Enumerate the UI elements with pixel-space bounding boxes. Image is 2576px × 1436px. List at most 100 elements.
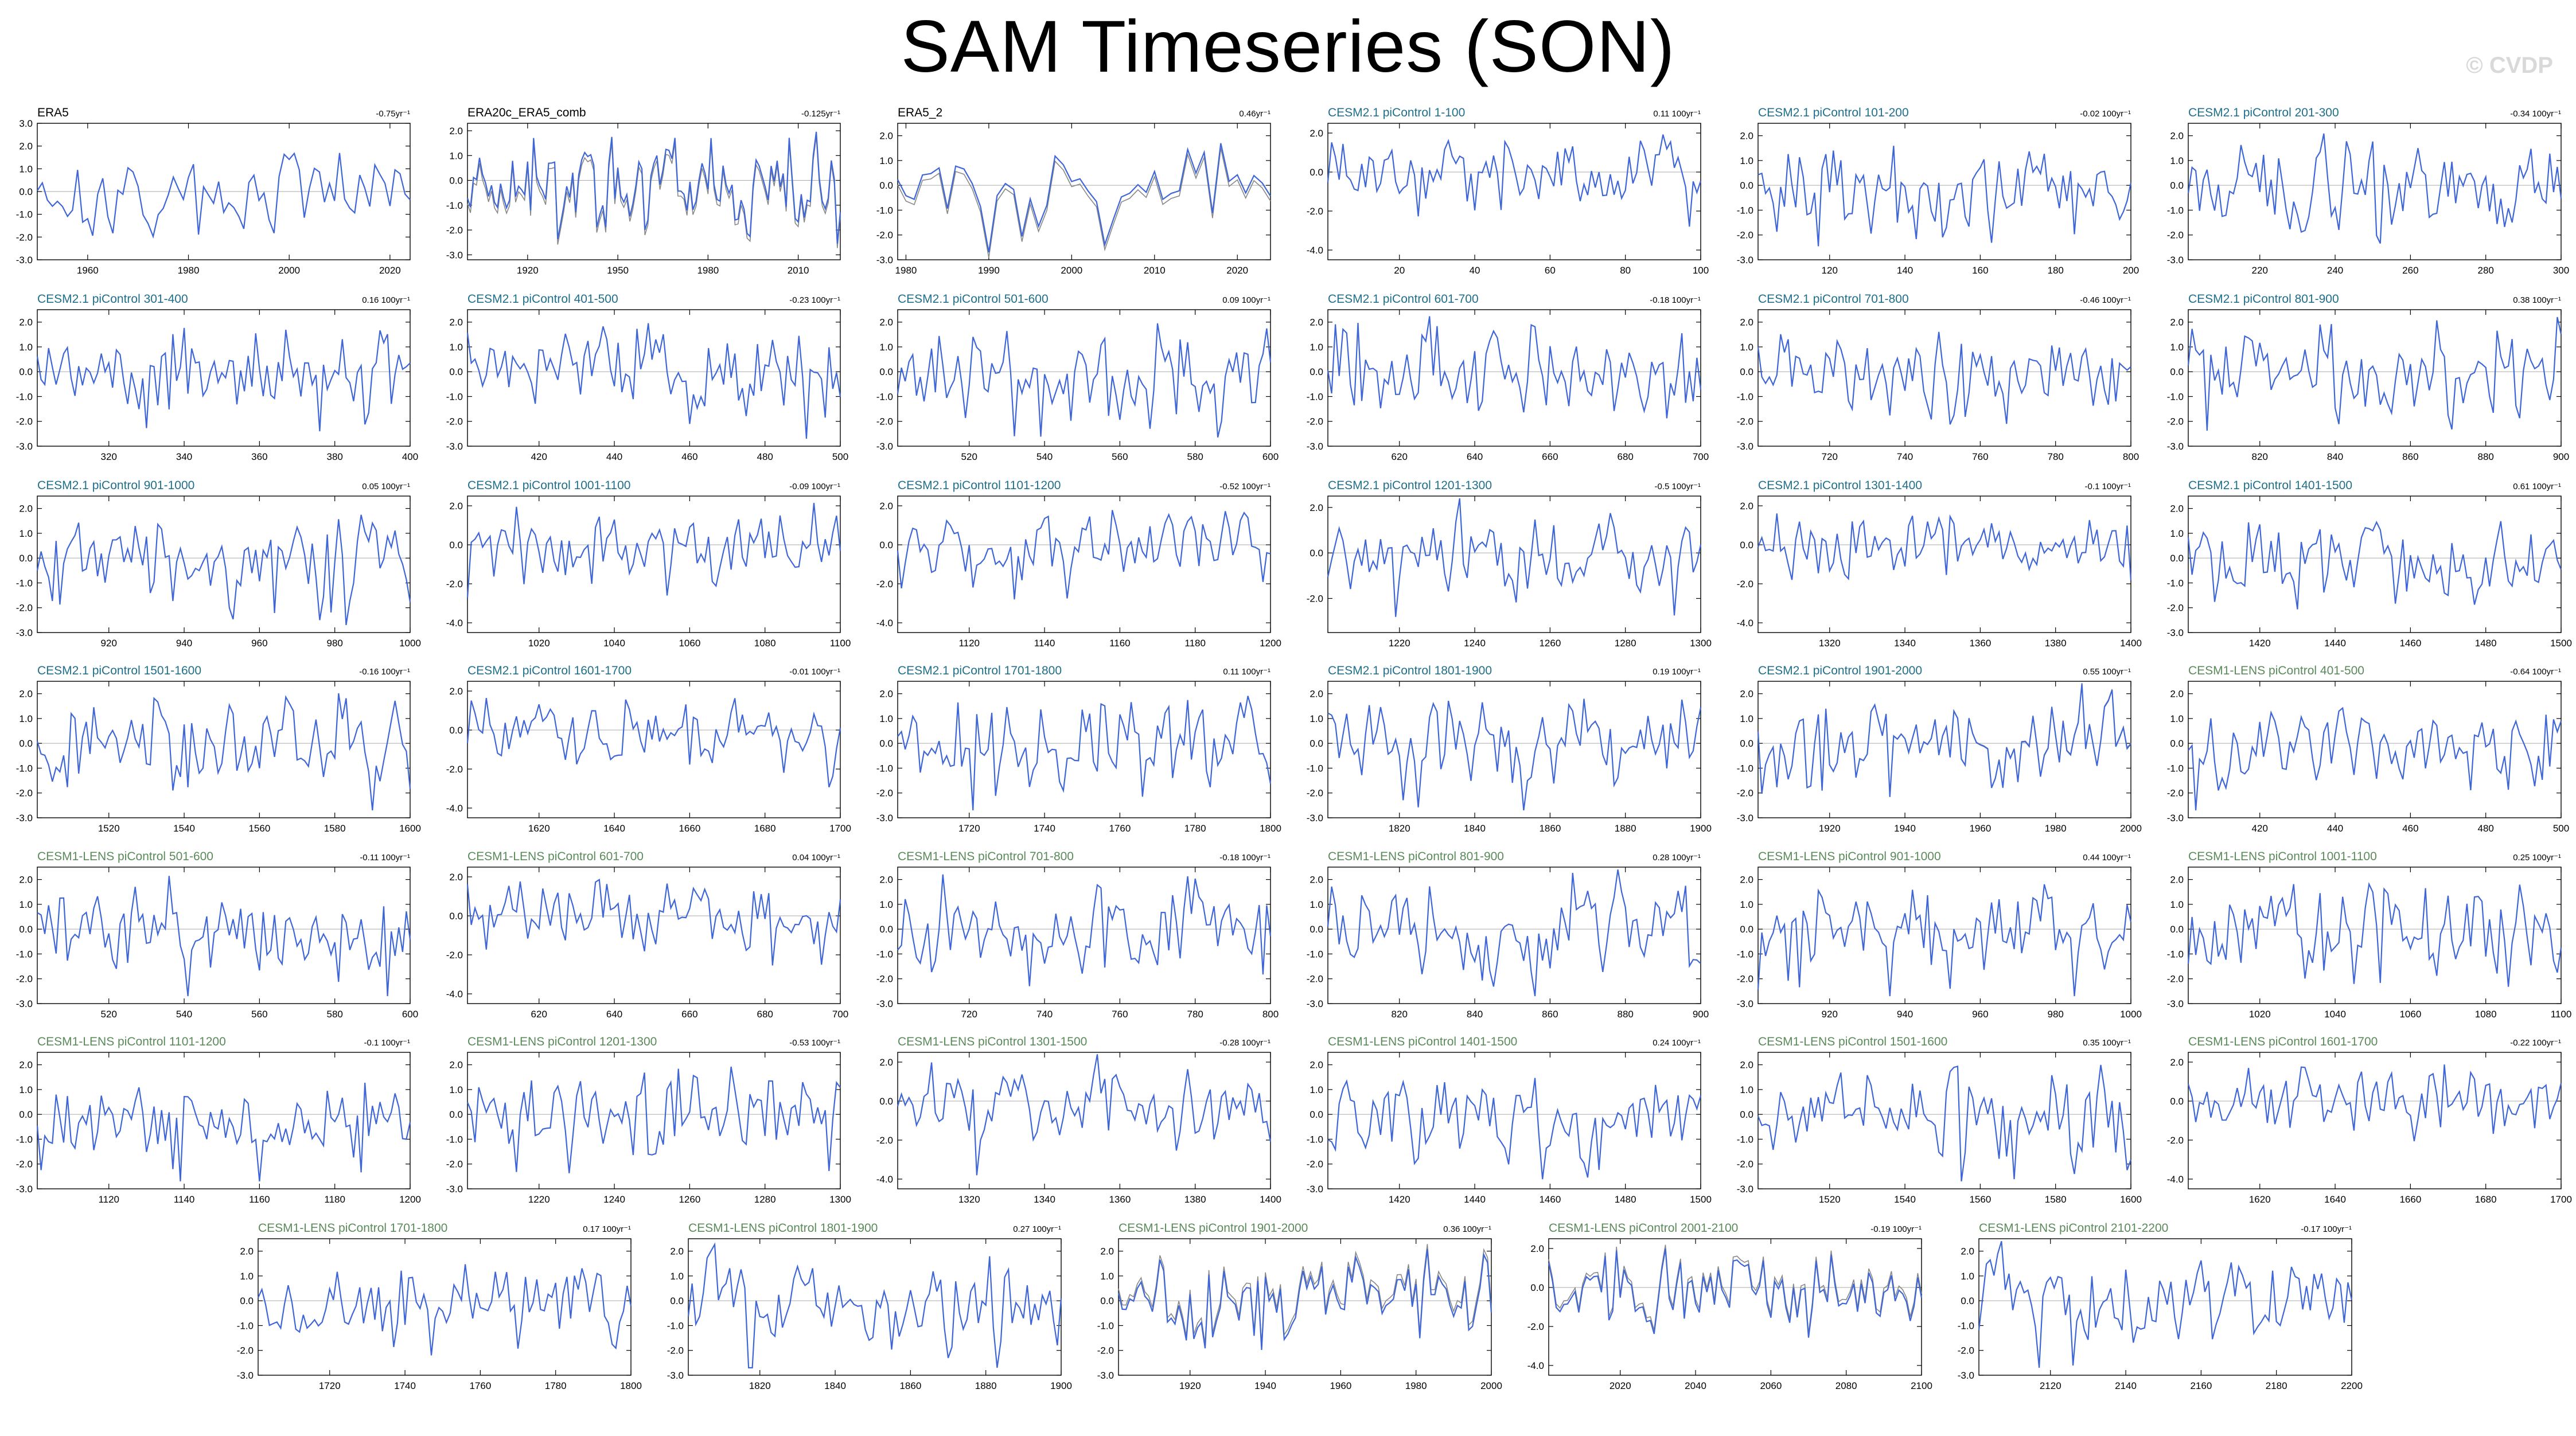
sam-series-line [466, 131, 841, 244]
sam-series-line [897, 143, 1271, 253]
y-tick-label: 0.0 [1310, 738, 1323, 749]
sam-series-line [687, 1242, 1062, 1369]
timeseries-panel: CESM2.1 piControl 1601-1700 -0.01 100yr⁻¹… [446, 664, 851, 834]
plot-frame [1757, 309, 2131, 447]
panel-title: CESM2.1 piControl 301-400 [37, 292, 188, 306]
panel-trend: -0.02 100yr⁻¹ [2080, 109, 2131, 119]
y-tick-label: -2.0 [876, 416, 893, 427]
panel-trend: -0.1 100yr⁻¹ [2085, 482, 2131, 491]
x-tick-label: 1280 [754, 1194, 776, 1205]
x-tick-label: 2140 [2115, 1380, 2137, 1391]
x-tick-label: 1260 [679, 1194, 700, 1205]
y-tick-label: -3.0 [1737, 441, 1753, 452]
y-tick-label: -2.0 [2167, 230, 2184, 241]
x-tick-label: 1460 [2399, 638, 2421, 649]
y-tick-label: -1.0 [16, 949, 33, 959]
y-tick-label: 0.0 [879, 366, 893, 377]
y-tick-label: 0.0 [1310, 167, 1323, 178]
x-tick-label: 700 [832, 1009, 848, 1020]
y-tick-label: 1.0 [2170, 713, 2184, 724]
panel-trend: 0.46yr⁻¹ [1239, 109, 1271, 119]
x-tick-label: 1700 [2550, 1194, 2572, 1205]
y-tick-label: -3.0 [1737, 255, 1753, 266]
x-tick-label: 280 [2477, 265, 2493, 276]
panel-title: CESM1-LENS piControl 1601-1700 [2188, 1035, 2378, 1048]
panel-title: CESM2.1 piControl 101-200 [1758, 106, 1909, 119]
x-tick-label: 980 [2047, 1009, 2063, 1020]
x-tick-label: 1360 [1969, 638, 1991, 649]
x-tick-label: 660 [681, 1009, 697, 1020]
y-tick-label: -1.0 [1307, 949, 1323, 959]
y-tick-label: -1.0 [2167, 577, 2184, 588]
x-tick-label: 1620 [528, 823, 550, 834]
x-tick-label: 1480 [2475, 638, 2497, 649]
y-tick-label: 0.0 [2170, 924, 2184, 935]
x-tick-label: 1640 [2324, 1194, 2346, 1205]
panel-trend: -0.28 100yr⁻¹ [1219, 1038, 1271, 1048]
y-tick-label: -3.0 [446, 1184, 463, 1195]
y-tick-label: -3.0 [2167, 627, 2184, 638]
timeseries-panel: ERA20c_ERA5_comb -0.125yr⁻¹ 2.0 1.0 0.0 -1.0 -… [446, 106, 841, 276]
x-tick-label: 1200 [399, 1194, 421, 1205]
y-tick-label: -2.0 [237, 1345, 254, 1356]
x-tick-label: 1990 [978, 265, 1000, 276]
sam-series-line [1327, 134, 1702, 227]
panel-title: ERA5_2 [898, 106, 942, 119]
y-tick-label: 0.0 [1740, 366, 1753, 377]
x-tick-label: 1900 [1050, 1380, 1072, 1391]
x-tick-label: 1440 [2324, 638, 2346, 649]
sam-series-line [466, 323, 841, 439]
panel-title: CESM2.1 piControl 1501-1600 [37, 664, 201, 677]
cvdp-watermark: © CVDP [2466, 53, 2553, 78]
sam-series-line [1757, 684, 2131, 797]
panel-trend: -0.16 100yr⁻¹ [359, 667, 410, 677]
x-tick-label: 1500 [2550, 638, 2572, 649]
x-tick-label: 1380 [1184, 1194, 1206, 1205]
x-tick-label: 1680 [2475, 1194, 2497, 1205]
panel-title: CESM2.1 piControl 1401-1500 [2188, 479, 2352, 492]
x-tick-label: 200 [2123, 265, 2139, 276]
y-tick-label: 0.0 [1740, 540, 1753, 551]
x-tick-label: 1100 [2551, 1009, 2572, 1020]
x-tick-label: 1240 [603, 1194, 625, 1205]
panel-trend: -0.52 100yr⁻¹ [1219, 482, 1271, 491]
y-tick-label: -1.0 [1307, 763, 1323, 774]
y-tick-label: -2.0 [2167, 603, 2184, 614]
y-tick-label: 2.0 [1740, 501, 1753, 512]
secondary-series-line [897, 148, 1271, 258]
y-tick-label: 0.0 [449, 175, 463, 186]
y-tick-label: 0.0 [2170, 180, 2184, 191]
y-tick-label: 1.0 [879, 155, 893, 166]
x-tick-label: 1980 [178, 265, 200, 276]
sam-series-line [2187, 317, 2562, 431]
x-tick-label: 2020 [1609, 1380, 1631, 1391]
y-tick-label: -2.0 [446, 225, 463, 236]
x-tick-label: 620 [531, 1009, 547, 1020]
x-tick-label: 540 [176, 1009, 192, 1020]
panel-trend: 0.19 100yr⁻¹ [1653, 667, 1701, 677]
y-tick-label: -4.0 [446, 803, 463, 814]
x-tick-label: 600 [402, 1009, 418, 1020]
y-tick-label: 2.0 [670, 1246, 684, 1257]
x-tick-label: 560 [1112, 451, 1128, 462]
x-tick-label: 2010 [788, 265, 809, 276]
timeseries-panel: CESM2.1 piControl 1901-2000 0.55 100yr⁻¹ 2… [1737, 664, 2142, 834]
y-tick-label: 1.0 [1310, 342, 1323, 353]
sam-series-line [2187, 133, 2562, 244]
y-tick-label: -3.0 [876, 813, 893, 824]
panel-trend: 0.04 100yr⁻¹ [792, 853, 840, 863]
x-tick-label: 1040 [2324, 1009, 2346, 1020]
y-tick-label: -2.0 [1307, 594, 1323, 604]
y-tick-label: -2.0 [1307, 416, 1323, 427]
y-tick-label: 0.0 [1310, 548, 1323, 559]
x-tick-label: 120 [1822, 265, 1838, 276]
y-tick-label: 1.0 [1740, 155, 1753, 166]
x-tick-label: 1620 [2249, 1194, 2271, 1205]
x-tick-label: 1860 [899, 1380, 921, 1391]
x-tick-label: 1340 [1894, 638, 1916, 649]
panel-title: CESM1-LENS piControl 1001-1100 [2188, 850, 2377, 863]
x-tick-label: 480 [757, 451, 773, 462]
x-tick-label: 80 [1620, 265, 1631, 276]
panel-title: CESM1-LENS piControl 2101-2200 [1979, 1222, 2168, 1235]
